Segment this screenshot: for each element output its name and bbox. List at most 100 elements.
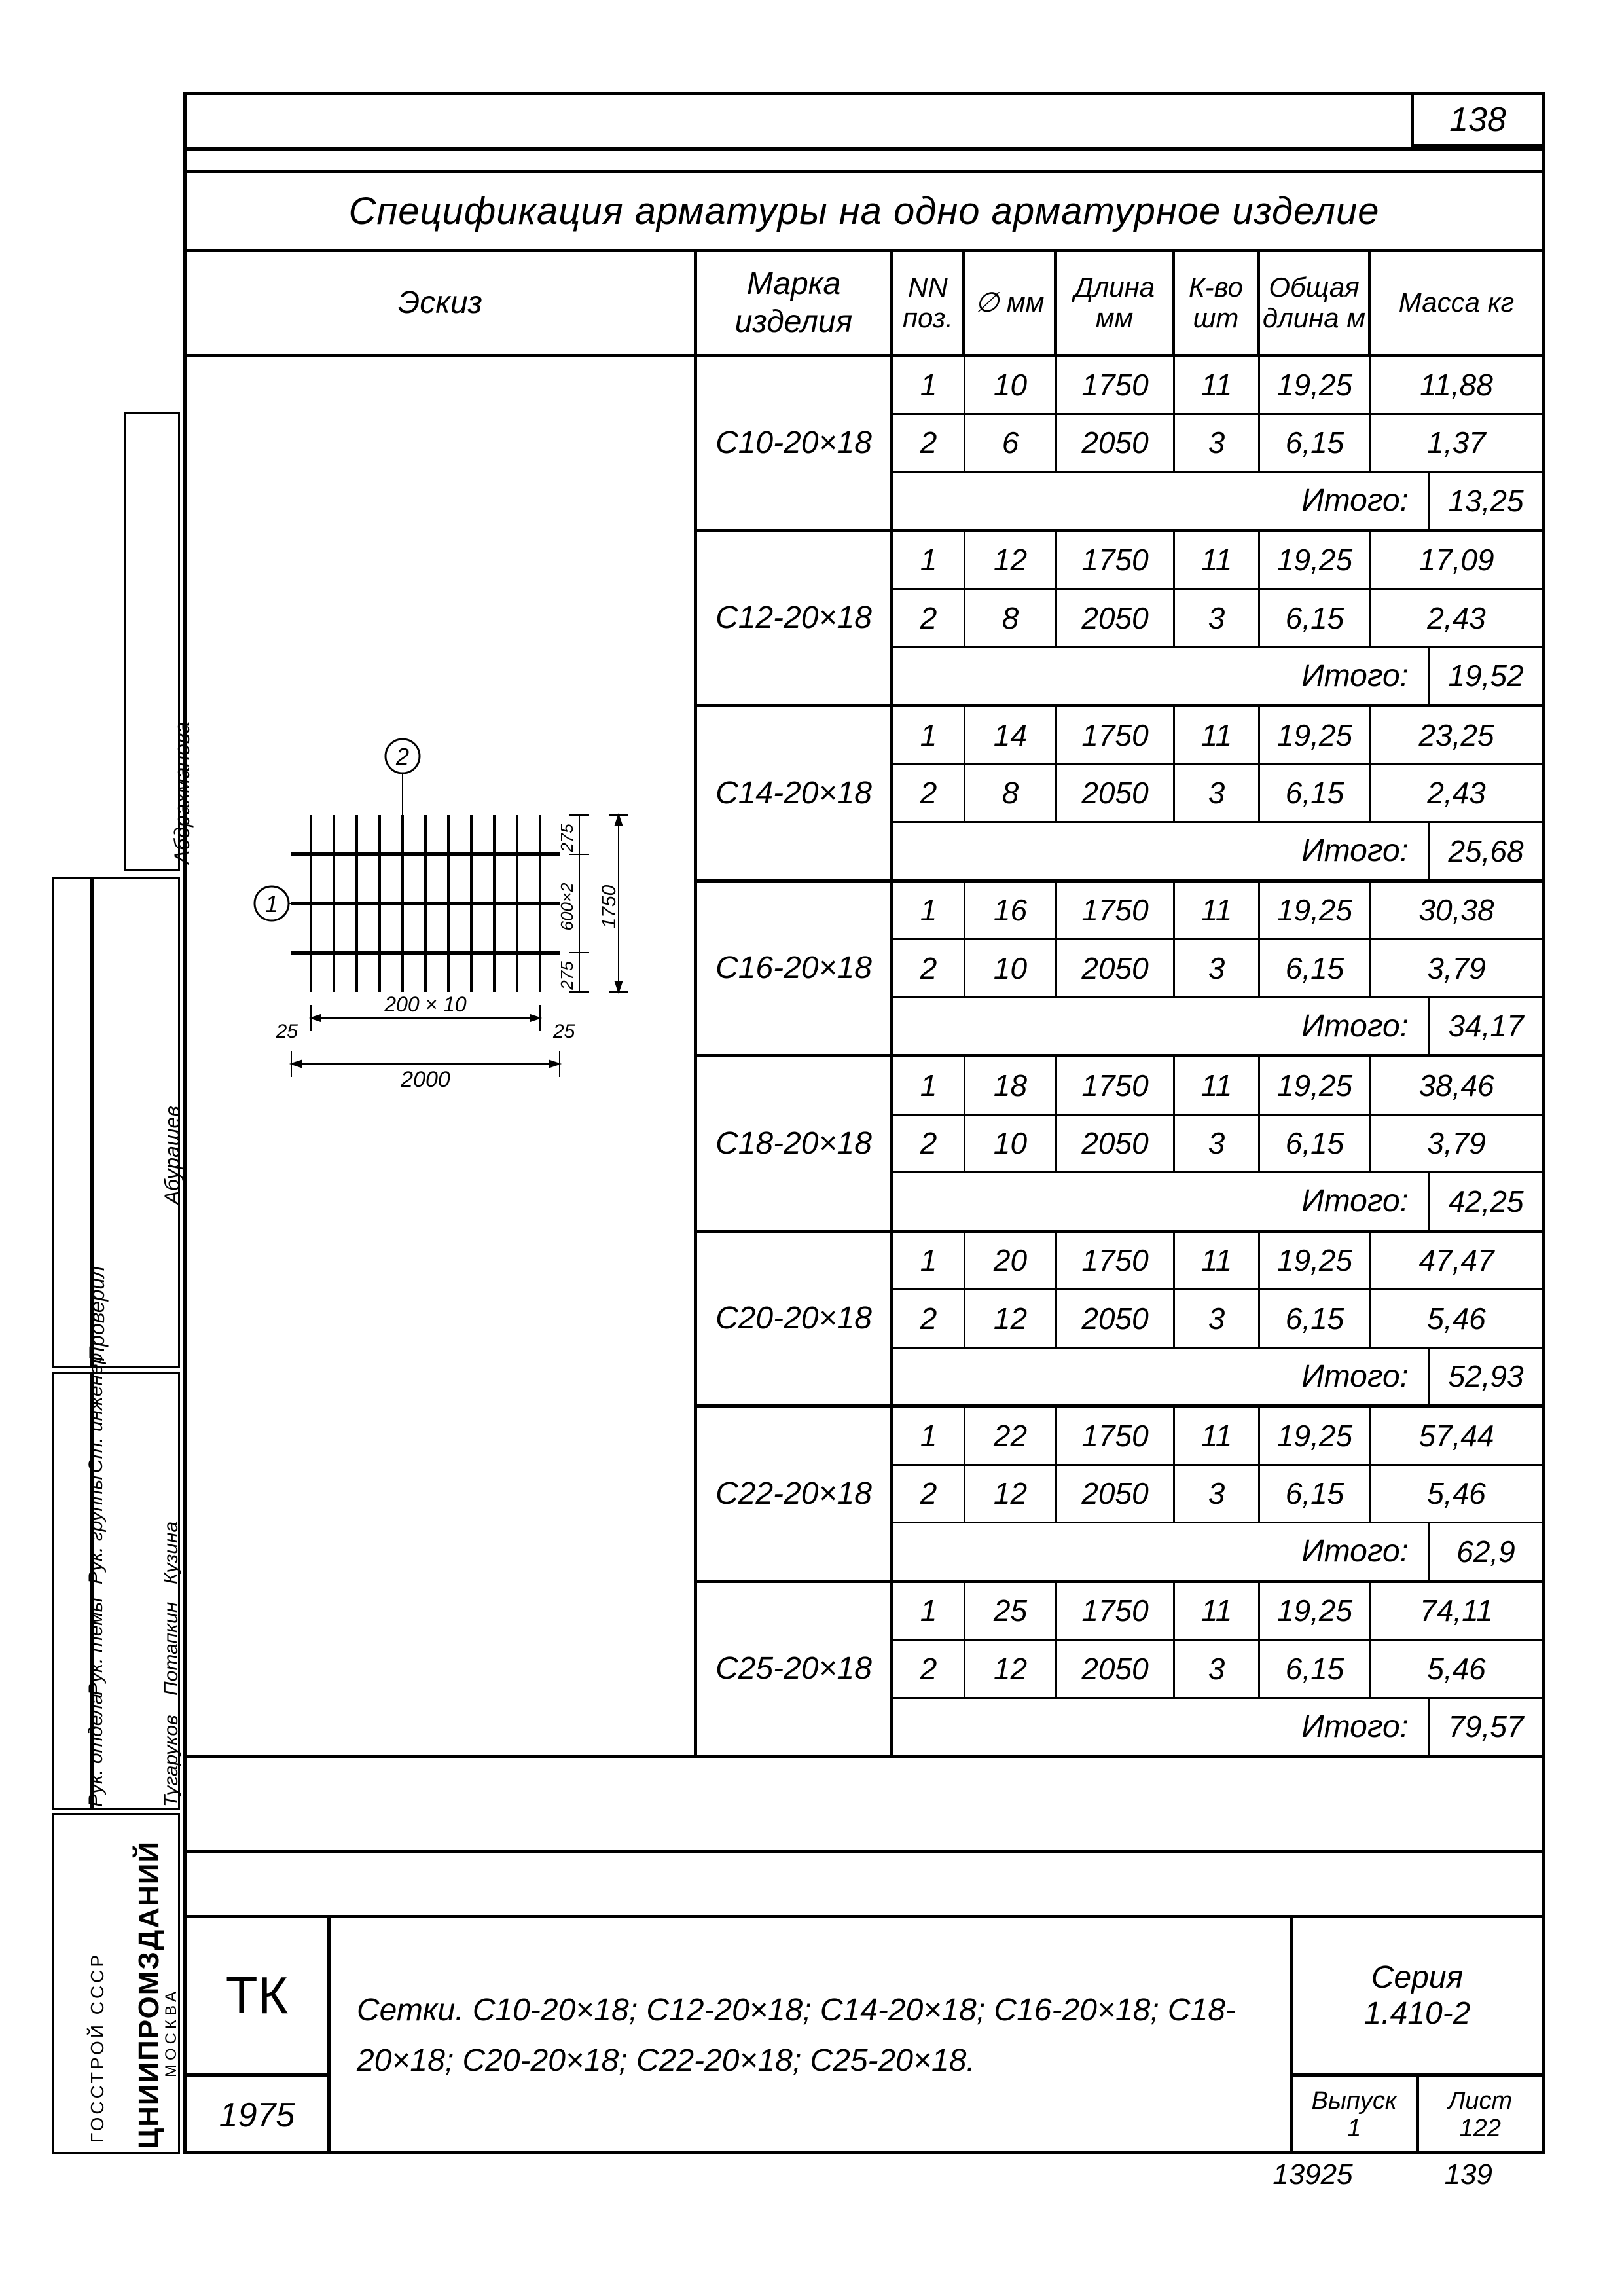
cell-kvo: 3 [1175,1641,1260,1697]
series-label: Серия [1371,1959,1463,1995]
role-proveril: Проверил [85,1266,109,1362]
cell-len: 2050 [1057,1290,1175,1347]
cell-kvo: 11 [1175,1233,1260,1289]
itogo-value: 13,25 [1430,473,1542,529]
sketch-cell: 1 2 200 × 10 25 [187,357,694,1758]
cell-mass: 5,46 [1371,1290,1542,1347]
itogo-row: Итого:79,57 [893,1699,1542,1755]
table-row: 11617501119,2530,38 [893,883,1542,941]
cell-total: 6,15 [1260,1116,1371,1172]
group-0: 11017501119,2511,8826205036,151,37Итого:… [893,357,1542,532]
cell-phi: 6 [965,415,1057,471]
table-row: 210205036,153,79 [893,1116,1542,1174]
group-4: 11817501119,2538,46210205036,153,79Итого… [893,1057,1542,1233]
cell-total: 19,25 [1260,1233,1371,1289]
cell-nn: 2 [893,590,965,646]
cell-len: 1750 [1057,707,1175,763]
side-stamp: ГОССТРОЙ СССР ЦНИИПРОМЗДАНИЙ МОСКВА Рук.… [52,92,183,2154]
cell-phi: 18 [965,1057,1057,1114]
cell-nn: 2 [893,940,965,996]
list-cell: Лист 122 [1419,2077,1542,2154]
cell-len: 2050 [1057,590,1175,646]
cell-kvo: 3 [1175,940,1260,996]
marka-2: С14-20×18 [697,707,890,883]
table-row: 28205036,152,43 [893,765,1542,824]
org-bottom: МОСКВА [162,1988,181,2077]
cell-nn: 1 [893,1057,965,1114]
cell-len: 1750 [1057,883,1175,939]
table-row: 26205036,151,37 [893,415,1542,473]
cell-mass: 5,46 [1371,1641,1542,1697]
cell-phi: 10 [965,940,1057,996]
cell-total: 19,25 [1260,532,1371,589]
table-row: 28205036,152,43 [893,590,1542,648]
marka-6: С22-20×18 [697,1408,890,1583]
cell-mass: 47,47 [1371,1233,1542,1289]
cell-nn: 1 [893,357,965,413]
itogo-row: Итого:52,93 [893,1349,1542,1405]
series-cell: Серия 1.410-2 [1293,1918,1542,2077]
footer-left: 13925 [1272,2159,1352,2191]
itogo-label: Итого: [893,1349,1430,1405]
title-block: ТК 1975 Сетки. С10-20×18; С12-20×18; С14… [187,1850,1542,2151]
org-top: ГОССТРОЙ СССР [87,1952,108,2143]
cell-phi: 10 [965,1116,1057,1172]
group-1: 11217501119,2517,0928205036,152,43Итого:… [893,532,1542,708]
cell-kvo: 11 [1175,707,1260,763]
cell-phi: 22 [965,1408,1057,1464]
dim-25-right: 25 [552,1021,575,1042]
top-spacer [187,147,1542,173]
group-2: 11417501119,2523,2528205036,152,43Итого:… [893,707,1542,883]
cell-phi: 8 [965,765,1057,822]
cell-mass: 30,38 [1371,883,1542,939]
itogo-value: 62,9 [1430,1523,1542,1580]
itogo-label: Итого: [893,998,1430,1055]
cell-total: 6,15 [1260,1290,1371,1347]
vypusk-value: 1 [1347,2115,1361,2143]
cell-nn: 1 [893,1408,965,1464]
cell-nn: 2 [893,1290,965,1347]
itogo-value: 79,57 [1430,1699,1542,1755]
cell-len: 1750 [1057,1233,1175,1289]
cell-kvo: 3 [1175,765,1260,822]
table-row: 212205036,155,46 [893,1290,1542,1349]
marka-3: С16-20×18 [697,883,890,1058]
cell-len: 1750 [1057,1408,1175,1464]
itogo-value: 25,68 [1430,823,1542,879]
table-row: 11217501119,2517,09 [893,532,1542,591]
table-row: 212205036,155,46 [893,1466,1542,1524]
cell-phi: 16 [965,883,1057,939]
cell-len: 2050 [1057,1466,1175,1522]
cell-len: 2050 [1057,1116,1175,1172]
cell-nn: 2 [893,765,965,822]
dim-275-bot: 275 [557,961,577,991]
marka-0: С10-20×18 [697,357,890,532]
itogo-row: Итого:34,17 [893,998,1542,1055]
description: Сетки. С10-20×18; С12-20×18; С14-20×18; … [331,1918,1293,2154]
cell-mass: 23,25 [1371,707,1542,763]
cell-mass: 38,46 [1371,1057,1542,1114]
cell-len: 2050 [1057,1641,1175,1697]
cell-total: 19,25 [1260,357,1371,413]
cell-total: 6,15 [1260,1466,1371,1522]
series-value: 1.410-2 [1364,1995,1471,2032]
cell-total: 6,15 [1260,415,1371,471]
itogo-row: Итого:19,52 [893,648,1542,704]
group-6: 12217501119,2557,44212205036,155,46Итого… [893,1408,1542,1583]
table-row: 12517501119,2574,11 [893,1583,1542,1641]
mesh-sketch: 1 2 200 × 10 25 [213,717,671,1175]
header-phi: ∅ мм [965,252,1057,354]
cell-phi: 12 [965,1466,1057,1522]
table-row: 11017501119,2511,88 [893,357,1542,415]
itogo-row: Итого:62,9 [893,1523,1542,1580]
group-3: 11617501119,2530,38210205036,153,79Итого… [893,883,1542,1058]
cell-kvo: 11 [1175,1057,1260,1114]
role-1: Рук. темы [85,1597,107,1696]
page-number: 138 [1411,95,1542,147]
table-row: 12217501119,2557,44 [893,1408,1542,1466]
cell-nn: 2 [893,1466,965,1522]
cell-nn: 1 [893,1583,965,1639]
cell-total: 19,25 [1260,1583,1371,1639]
tk-label: ТК [187,1918,327,2077]
cell-kvo: 3 [1175,1290,1260,1347]
